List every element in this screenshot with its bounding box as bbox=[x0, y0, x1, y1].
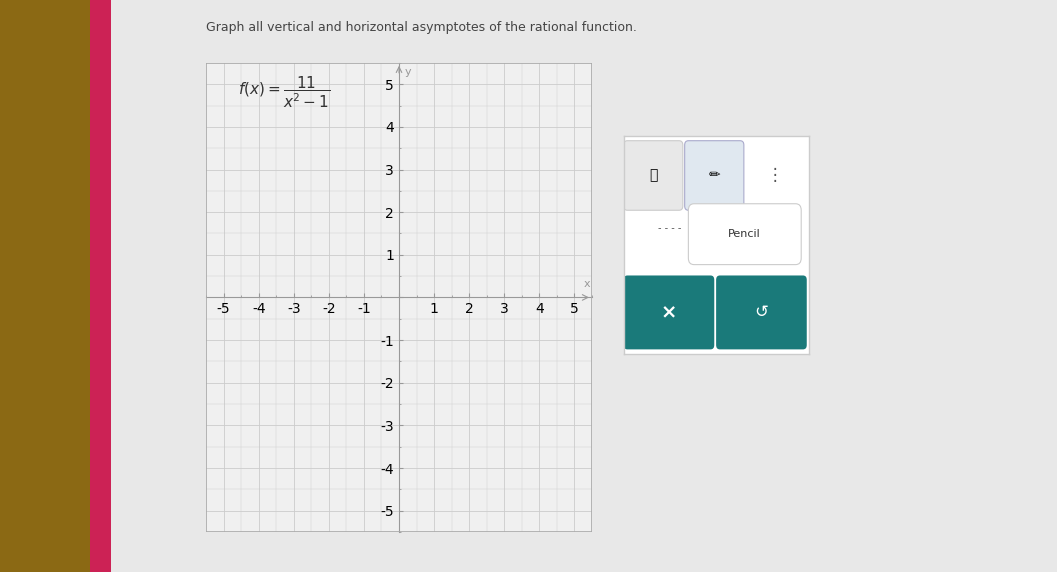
Text: x: x bbox=[583, 279, 590, 289]
FancyBboxPatch shape bbox=[717, 276, 806, 349]
Text: y: y bbox=[404, 67, 411, 77]
Text: 🧹: 🧹 bbox=[649, 169, 657, 182]
FancyBboxPatch shape bbox=[688, 204, 801, 265]
Text: ⋮: ⋮ bbox=[767, 166, 783, 185]
FancyBboxPatch shape bbox=[624, 141, 683, 210]
Text: $f(x)=\dfrac{11}{x^2-1}$: $f(x)=\dfrac{11}{x^2-1}$ bbox=[238, 74, 330, 110]
Text: ×: × bbox=[661, 303, 678, 322]
Text: ↺: ↺ bbox=[755, 303, 768, 321]
Text: ✏: ✏ bbox=[708, 169, 720, 182]
Text: Pencil: Pencil bbox=[727, 229, 760, 239]
FancyBboxPatch shape bbox=[685, 141, 744, 210]
Text: - - - -: - - - - bbox=[659, 223, 682, 233]
Text: Graph all vertical and horizontal asymptotes of the rational function.: Graph all vertical and horizontal asympt… bbox=[206, 21, 637, 34]
FancyBboxPatch shape bbox=[624, 276, 715, 349]
